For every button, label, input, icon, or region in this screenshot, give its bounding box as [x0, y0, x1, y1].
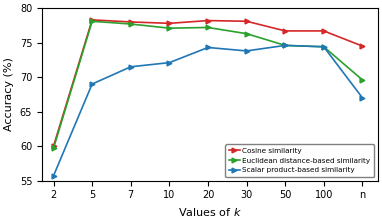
Euclidean distance-based similarity [206, 26, 210, 29]
Cosine similarity [206, 19, 210, 22]
Euclidean distance-based similarity [51, 147, 56, 149]
Scalar product-based similarity [244, 50, 249, 52]
Scalar product-based similarity [128, 65, 133, 68]
Scalar product-based similarity [283, 44, 288, 47]
Scalar product-based similarity [90, 83, 94, 85]
Euclidean distance-based similarity [167, 27, 172, 30]
Cosine similarity [90, 19, 94, 21]
Scalar product-based similarity [322, 46, 326, 48]
Cosine similarity [167, 22, 172, 25]
Line: Euclidean distance-based similarity: Euclidean distance-based similarity [51, 19, 365, 151]
Euclidean distance-based similarity [90, 20, 94, 23]
X-axis label: Values of $k$: Values of $k$ [178, 206, 242, 218]
Cosine similarity [322, 30, 326, 32]
Cosine similarity [244, 20, 249, 23]
Euclidean distance-based similarity [283, 44, 288, 47]
Euclidean distance-based similarity [322, 46, 326, 48]
Legend: Cosine similarity, Euclidean distance-based similarity, Scalar product-based sim: Cosine similarity, Euclidean distance-ba… [225, 144, 374, 177]
Euclidean distance-based similarity [360, 79, 365, 81]
Euclidean distance-based similarity [244, 32, 249, 35]
Scalar product-based similarity [360, 97, 365, 99]
Cosine similarity [360, 45, 365, 48]
Scalar product-based similarity [51, 174, 56, 177]
Cosine similarity [283, 30, 288, 32]
Scalar product-based similarity [167, 61, 172, 64]
Line: Scalar product-based similarity: Scalar product-based similarity [51, 43, 365, 178]
Euclidean distance-based similarity [128, 23, 133, 25]
Cosine similarity [51, 145, 56, 147]
Cosine similarity [128, 21, 133, 23]
Scalar product-based similarity [206, 46, 210, 49]
Line: Cosine similarity: Cosine similarity [51, 18, 365, 149]
Y-axis label: Accuracy (%): Accuracy (%) [4, 57, 14, 131]
